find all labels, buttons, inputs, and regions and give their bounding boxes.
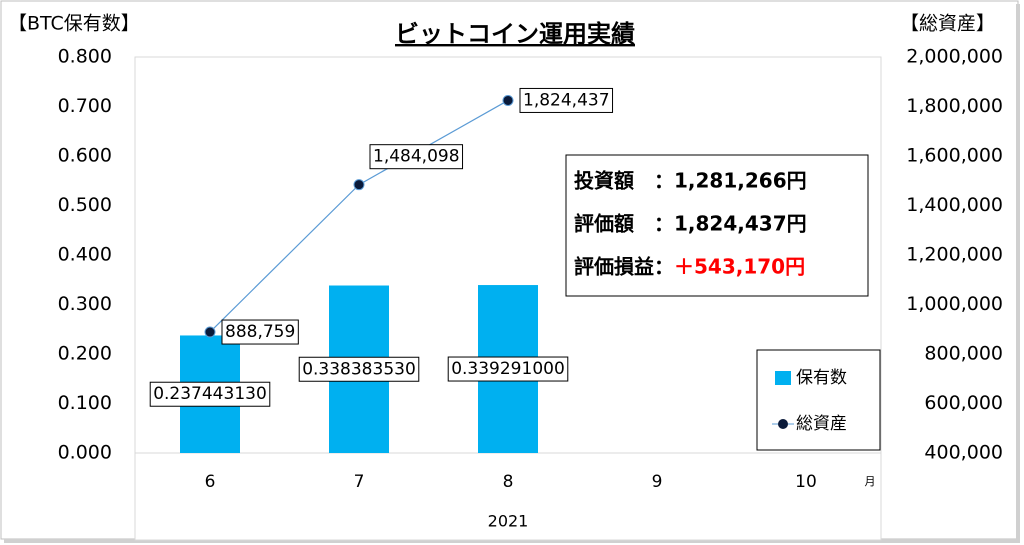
x-tick-label: 10 [795, 472, 817, 492]
y2-tick-label: 800,000 [924, 343, 1003, 365]
line-marker [353, 179, 365, 191]
label-box [519, 87, 614, 113]
label-box [369, 144, 464, 170]
line-marker [502, 94, 514, 106]
y-tick-label: 0.700 [58, 95, 112, 117]
x-unit: 月 [865, 475, 876, 488]
summary-value: ＋543,170円 [674, 255, 805, 279]
y-axis-title: 【BTC保有数】 [8, 13, 140, 35]
summary-value: 1,281,266円 [674, 169, 807, 193]
legend-label: 総資産 [796, 414, 847, 434]
y-tick-label: 0.200 [58, 343, 112, 365]
y2-tick-label: 600,000 [924, 392, 1003, 414]
y-tick-label: 0.000 [58, 442, 112, 464]
point-label-text: 1,484,098 [373, 147, 460, 167]
point-label-text: 888,759 [225, 322, 295, 342]
chart-title: ビットコイン運用実績 [395, 20, 635, 48]
legend [756, 349, 881, 451]
y-tick-label: 0.600 [58, 145, 112, 167]
x-tick-label: 7 [354, 472, 365, 492]
y2-tick-label: 1,200,000 [906, 244, 1003, 266]
summary-value: 1,824,437円 [674, 212, 807, 236]
point-label: 1,484,098 [369, 144, 464, 170]
bar-label: 0.339291000 [447, 356, 569, 382]
y2-tick-label: 400,000 [924, 442, 1003, 464]
bar-label-text: 0.338383530 [302, 359, 416, 379]
summary-label: 投資額 ： [574, 169, 674, 193]
label-box [447, 356, 569, 382]
bar-label-text: 0.237443130 [153, 384, 267, 404]
y2-axis-title: 【総資産】 [900, 13, 995, 35]
y2-tick-label: 1,600,000 [906, 145, 1003, 167]
x-tick-label: 9 [652, 472, 663, 492]
x-tick-label: 6 [205, 472, 216, 492]
legend-swatch [775, 371, 791, 385]
point-label-text: 1,824,437 [523, 90, 610, 110]
bar-label: 0.237443130 [149, 381, 271, 407]
y-tick-label: 0.500 [58, 194, 112, 216]
x-tick-label: 8 [503, 472, 514, 492]
summary-label: 評価額 ： [574, 212, 674, 236]
summary-box [565, 154, 869, 297]
legend-label: 保有数 [796, 368, 847, 388]
y2-tick-label: 1,800,000 [906, 95, 1003, 117]
bar-label-text: 0.339291000 [451, 359, 565, 379]
y-tick-label: 0.800 [58, 46, 112, 68]
y2-tick-label: 1,400,000 [906, 194, 1003, 216]
y2-tick-label: 1,000,000 [906, 293, 1003, 315]
y-tick-label: 0.300 [58, 293, 112, 315]
summary-label: 評価損益： [574, 255, 674, 279]
label-box [298, 356, 420, 382]
y-tick-label: 0.100 [58, 392, 112, 414]
y-tick-label: 0.400 [58, 244, 112, 266]
x-group-label: 2021 [488, 512, 529, 531]
label-box [221, 319, 299, 345]
y2-tick-label: 2,000,000 [906, 46, 1003, 68]
legend-swatch [778, 419, 788, 429]
label-box [149, 381, 271, 407]
bar-label: 0.338383530 [298, 356, 420, 382]
point-label: 1,824,437 [519, 87, 614, 113]
line-marker [204, 326, 216, 338]
point-label: 888,759 [221, 319, 299, 345]
